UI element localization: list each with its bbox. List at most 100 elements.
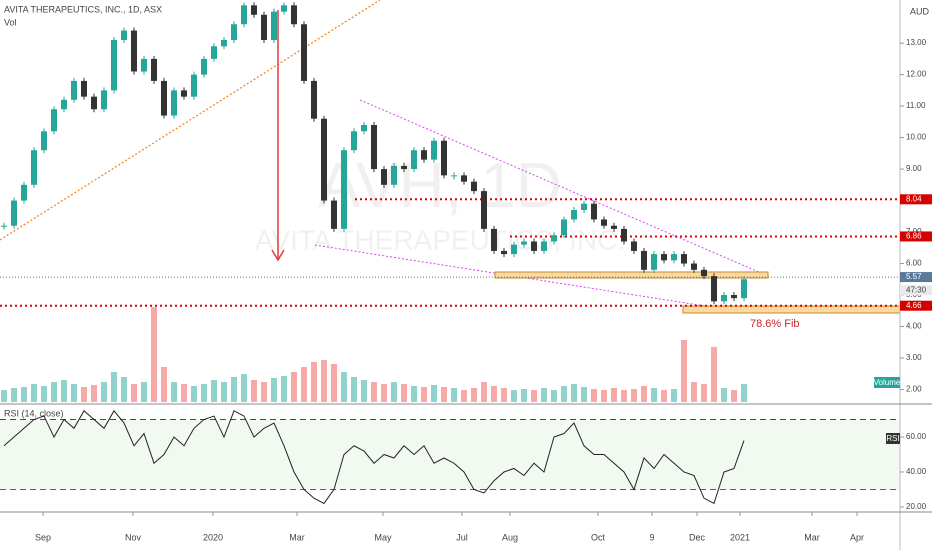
candle (691, 263, 697, 270)
candle (741, 279, 747, 299)
candle (61, 99, 67, 110)
rsi-band (0, 419, 900, 490)
volume-bar (681, 340, 687, 402)
fib-box (682, 305, 901, 314)
volume-bar (721, 388, 727, 402)
candle (521, 241, 527, 245)
volume-bar (21, 387, 27, 402)
volume-bar (131, 384, 137, 402)
x-tick-label: Oct (591, 532, 606, 542)
candle (341, 150, 347, 229)
x-tick-label: Apr (850, 532, 864, 542)
volume-tag-bg (874, 377, 900, 388)
candle (721, 295, 727, 302)
candle (431, 140, 437, 160)
volume-bar (81, 387, 87, 402)
support-box (494, 271, 769, 279)
vol-label: Vol (4, 17, 17, 27)
candle (271, 11, 277, 40)
volume-bar (301, 367, 307, 402)
candle (451, 175, 457, 177)
candle (71, 80, 77, 100)
level-label: 6.86 (906, 232, 922, 241)
volume-bar (441, 387, 447, 402)
candle (101, 90, 107, 110)
y-tick-label: 6.00 (906, 259, 922, 268)
volume-bar (551, 390, 557, 402)
y-tick-label: 2.00 (906, 385, 922, 394)
volume-bar (571, 384, 577, 402)
volume-bar (361, 380, 367, 402)
x-tick-label: Sep (35, 532, 51, 542)
volume-bar (291, 372, 297, 402)
candle (31, 150, 37, 185)
volume-bar (191, 386, 197, 402)
y-tick-label: 11.00 (906, 101, 926, 110)
volume-bar (241, 374, 247, 402)
volume-bar (151, 307, 157, 402)
annotation: 78.6% Fib (750, 318, 800, 330)
symbol-title: AVITA THERAPEUTICS, INC., 1D, ASX (4, 4, 162, 14)
volume-bar (451, 388, 457, 402)
candle (361, 124, 367, 132)
candle (371, 124, 377, 170)
volume-bar (541, 388, 547, 402)
volume-bar (311, 362, 317, 402)
level-label: 4.66 (906, 301, 922, 310)
volume-bar (561, 386, 567, 402)
candle (321, 118, 327, 201)
candle (441, 140, 447, 176)
volume-bar (641, 386, 647, 402)
candle (621, 228, 627, 242)
candle (731, 295, 737, 299)
y-tick-label: 20.00 (906, 502, 927, 511)
arrow-head (271, 249, 285, 262)
volume-bar (401, 384, 407, 402)
candle (381, 169, 387, 185)
candle (391, 165, 397, 185)
candle (111, 39, 117, 91)
volume-bar (1, 390, 7, 402)
volume-bar (411, 386, 417, 402)
volume-bar (351, 377, 357, 402)
level-label: 5.57 (906, 272, 922, 281)
candle (211, 46, 217, 59)
candle (261, 14, 267, 40)
candle (571, 210, 577, 220)
candle (21, 184, 27, 201)
volume-bar (731, 390, 737, 402)
x-tick-label: May (374, 532, 392, 542)
volume-bar (701, 384, 707, 402)
candle (601, 219, 607, 226)
candle (131, 30, 137, 72)
level-tag (900, 231, 932, 242)
volume-bar (181, 384, 187, 402)
candle (421, 150, 427, 160)
candle (491, 228, 497, 251)
volume-bar (61, 380, 67, 402)
volume-bar (581, 387, 587, 402)
volume-bar (611, 388, 617, 402)
volume-bar (631, 389, 637, 402)
level-tag (900, 194, 932, 205)
candle (501, 250, 507, 255)
x-tick-label: Aug (502, 532, 518, 542)
volume-bar (251, 380, 257, 402)
candle (681, 254, 687, 264)
candle (641, 250, 647, 270)
rsi-tag: RSI (886, 434, 899, 443)
rsi-tag-bg (886, 433, 900, 444)
candle (711, 276, 717, 302)
volume-bar (211, 380, 217, 402)
volume-bar (331, 364, 337, 402)
candle (561, 219, 567, 236)
candle (201, 58, 207, 75)
volume-bar (511, 390, 517, 402)
volume-bar (111, 372, 117, 402)
candle (471, 181, 477, 192)
candle (221, 39, 227, 47)
volume-bar (51, 382, 57, 402)
volume-bar (621, 390, 627, 402)
